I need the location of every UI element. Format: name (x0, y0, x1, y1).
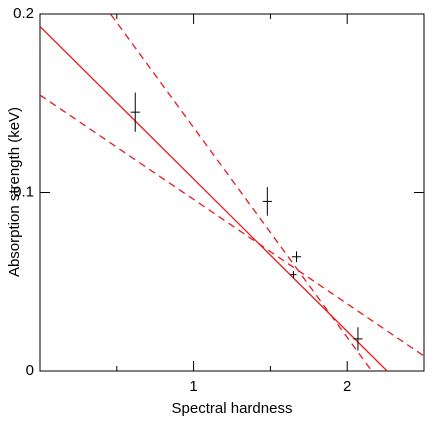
y-axis-label: Absorption strength (keV) (6, 107, 23, 277)
fit-line (109, 14, 373, 371)
y-tick-label: 0.1 (13, 183, 34, 200)
fit-line (40, 26, 389, 371)
plot-area (40, 14, 424, 371)
y-tick-label: 0 (26, 362, 34, 379)
x-tick-label: 2 (343, 378, 351, 395)
fit-line (40, 94, 424, 357)
x-tick-label: 1 (189, 378, 197, 395)
plot-frame (39, 13, 425, 372)
y-tick-label: 0.2 (13, 5, 34, 22)
x-axis-label: Spectral hardness (172, 400, 293, 417)
